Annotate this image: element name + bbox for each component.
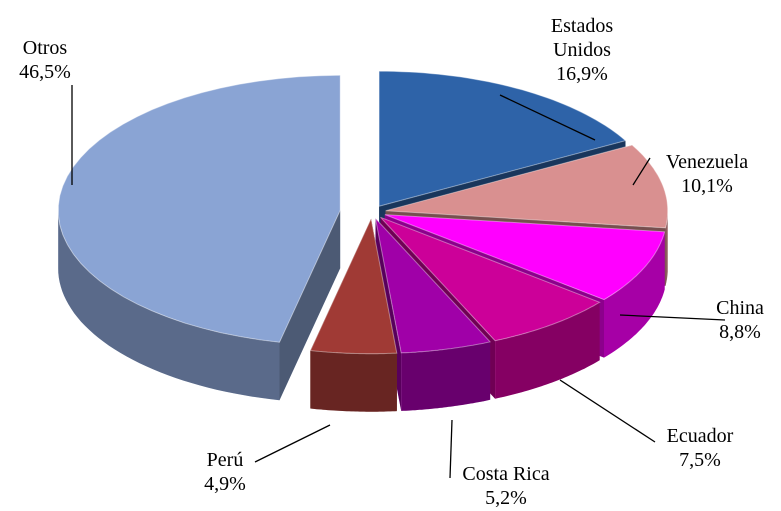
- slice-label: Costa Rica 5,2%: [446, 462, 566, 510]
- slice-label: Otros 46,5%: [0, 36, 105, 84]
- slice: [385, 144, 669, 229]
- leader-line: [559, 379, 656, 443]
- category-label: Ecuador: [666, 425, 734, 447]
- tops: [57, 70, 669, 355]
- slice: [57, 74, 341, 343]
- slice-label: China 8,8%: [680, 296, 781, 344]
- slice-side-shade: [58, 210, 280, 401]
- slice-side: [665, 210, 668, 286]
- slice-label: Ecuador 7,5%: [640, 424, 760, 472]
- value-label: 4,9%: [204, 473, 246, 495]
- slice: [384, 214, 666, 301]
- leader-line: [499, 94, 596, 141]
- category-label: Perú: [206, 449, 244, 471]
- slice-label: Venezuela 10,1%: [647, 150, 767, 198]
- slice-side: [401, 341, 491, 411]
- leader-line: [254, 424, 331, 463]
- slice-label: Estados Unidos 16,9%: [532, 14, 632, 86]
- value-label: 10,1%: [681, 175, 733, 197]
- category-label: China: [716, 297, 764, 319]
- slice-side: [58, 210, 280, 401]
- leader-line: [632, 157, 651, 186]
- leader-line: [449, 419, 453, 479]
- slice-side: [310, 350, 397, 412]
- slice-side-shade: [310, 350, 397, 412]
- slice-side-shade: [604, 231, 665, 358]
- value-label: 7,5%: [679, 449, 721, 471]
- slice-face: [279, 210, 341, 401]
- slice: [374, 216, 492, 354]
- category-label: Otros: [22, 37, 68, 59]
- value-label: 5,2%: [485, 487, 527, 509]
- slice-side: [604, 231, 665, 358]
- category-label: Venezuela: [665, 151, 749, 173]
- category-label: Costa Rica: [462, 463, 550, 485]
- value-label: 8,8%: [719, 321, 761, 343]
- slice: [309, 217, 398, 355]
- slice-side-shade: [665, 210, 668, 286]
- slice: [380, 216, 601, 342]
- value-label: 46,5%: [19, 61, 71, 83]
- value-label: 16,9%: [556, 63, 608, 85]
- slice-face-shade: [279, 210, 341, 401]
- slice: [378, 70, 627, 207]
- slice-label: Perú 4,9%: [165, 448, 285, 496]
- category-label: Estados Unidos: [550, 15, 614, 61]
- slice-side-shade: [401, 341, 491, 411]
- slice-side-shade: [495, 302, 600, 399]
- leader-line: [619, 314, 726, 321]
- slice-side: [495, 302, 600, 399]
